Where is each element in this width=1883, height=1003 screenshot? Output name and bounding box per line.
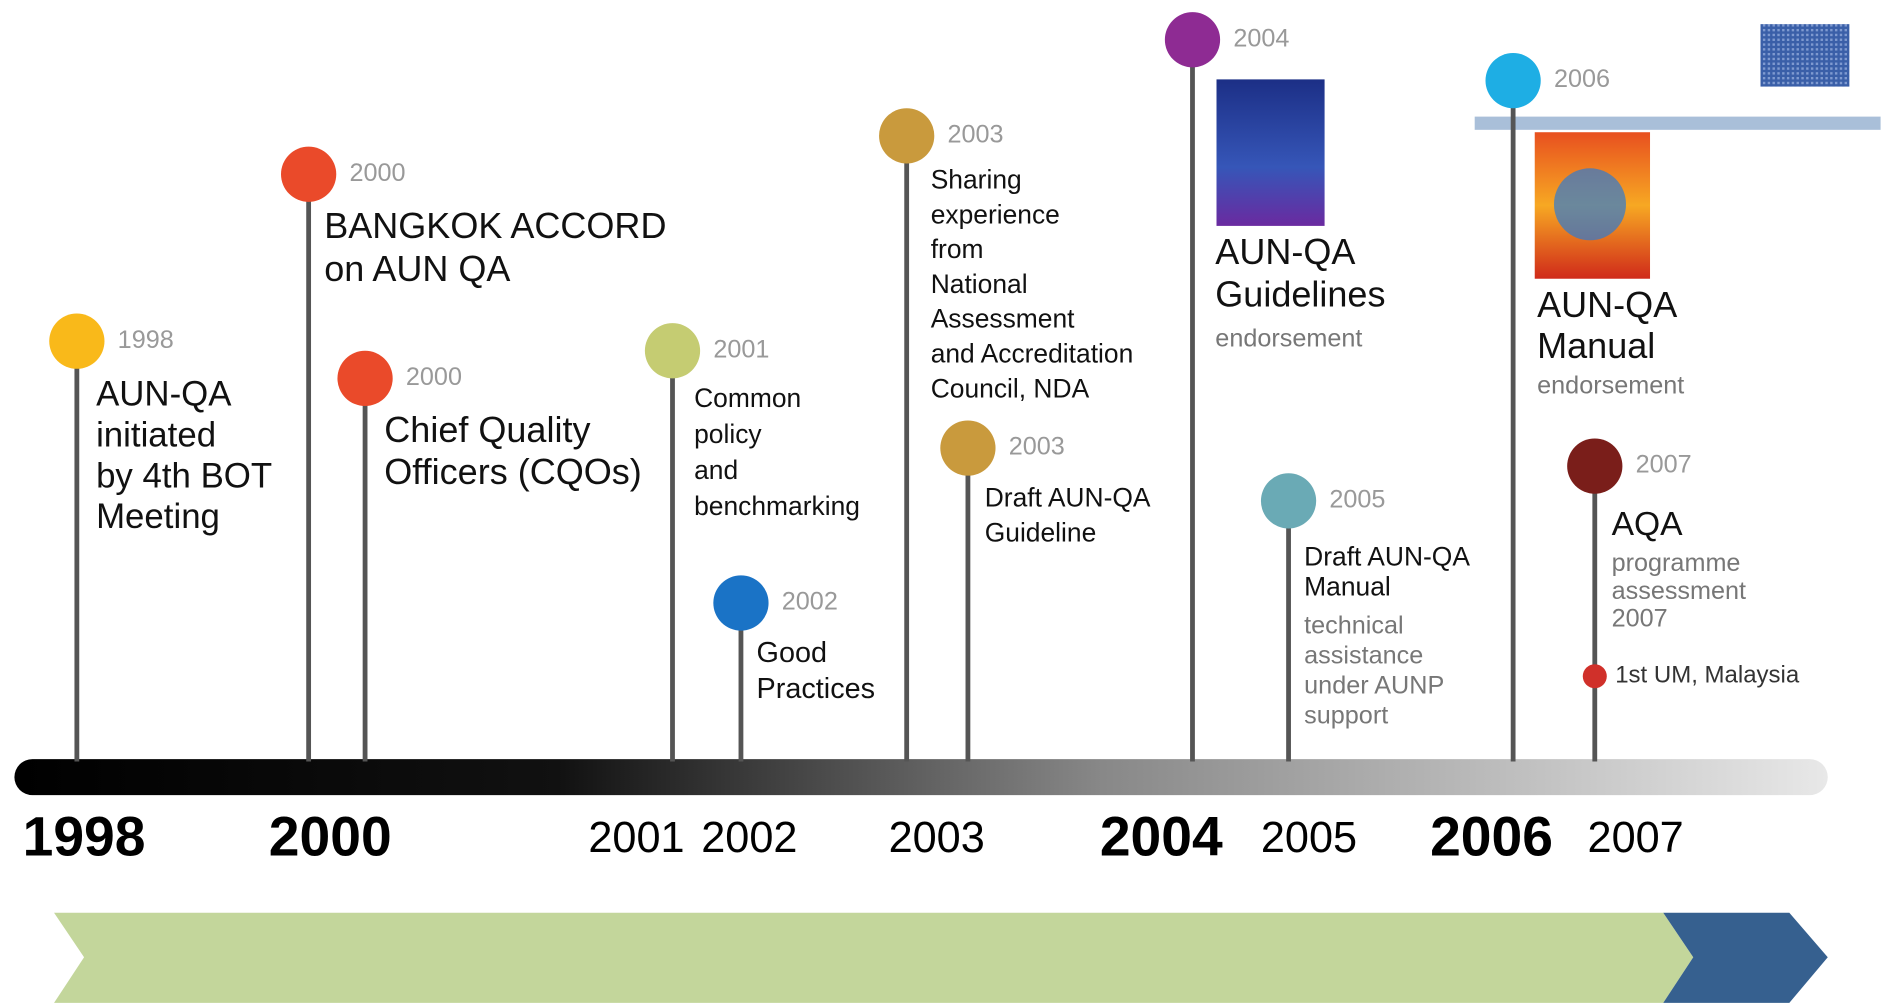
event-year: 2006 <box>1554 65 1610 93</box>
axis-year: 2002 <box>701 814 797 862</box>
event-title: Council, NDA <box>931 373 1090 403</box>
pin-head <box>1165 12 1220 67</box>
event-title: Guidelines <box>1215 273 1385 314</box>
event-title: policy <box>694 419 762 449</box>
event-note: technical <box>1304 612 1403 640</box>
pin-head <box>1261 473 1316 528</box>
decor-bar <box>1475 117 1881 130</box>
event-title: AUN-QA <box>1215 231 1355 272</box>
event-title: Draft AUN-QA <box>985 483 1151 513</box>
axis-year: 2004 <box>1100 805 1223 867</box>
event-title: benchmarking <box>694 491 860 521</box>
event-title: on AUN QA <box>324 248 510 289</box>
event-year: 2000 <box>406 363 462 391</box>
event-title: and <box>694 455 738 485</box>
event-title: Chief Quality <box>384 409 590 450</box>
event-title: AUN-QA <box>1537 284 1677 325</box>
event-year: 1998 <box>118 326 174 354</box>
axis-year: 2001 <box>588 814 684 862</box>
cover-globe <box>1554 168 1626 240</box>
event-note: assistance <box>1304 642 1423 670</box>
event-note: programme <box>1612 549 1741 577</box>
pin-head <box>1486 53 1541 108</box>
axis-year: 2005 <box>1261 814 1357 862</box>
event-note: support <box>1304 702 1388 730</box>
event-title: Assessment <box>931 304 1075 334</box>
page: 1998AUN-QAinitiatedby 4th BOTMeeting2000… <box>0 0 1883 1003</box>
sub-event-dot <box>1583 664 1607 688</box>
axis-year: 2006 <box>1430 805 1553 867</box>
axis-bar <box>14 759 1827 795</box>
event-year: 2000 <box>349 159 405 187</box>
pin-head <box>645 323 700 378</box>
arrow-band <box>54 913 1693 1003</box>
decor-square <box>1761 24 1850 86</box>
event-note: endorsement <box>1537 371 1684 399</box>
pin-head <box>879 108 934 163</box>
pin-head <box>940 420 995 475</box>
pin-head <box>713 575 768 630</box>
event-title: Meeting <box>96 497 220 536</box>
guidelines-cover <box>1217 79 1325 226</box>
pin-head <box>1567 438 1622 493</box>
pin-head <box>337 351 392 406</box>
sub-event: 1st UM, Malaysia <box>1615 662 1800 689</box>
axis-year: 2003 <box>889 814 985 862</box>
event-title: experience <box>931 199 1060 229</box>
event-title: Draft AUN-QA <box>1304 542 1470 572</box>
event-title: AQA <box>1612 506 1684 543</box>
event-title: Practices <box>757 673 876 705</box>
event-year: 2003 <box>1009 433 1065 461</box>
event-title: Guideline <box>985 517 1097 547</box>
event-title: Officers (CQOs) <box>384 451 641 492</box>
axis-year: 2000 <box>269 805 392 867</box>
event-title: Sharing <box>931 164 1022 194</box>
timeline: 1998AUN-QAinitiatedby 4th BOTMeeting2000… <box>0 0 1883 1003</box>
event-title: AUN-QA <box>96 375 232 414</box>
event-year: 2004 <box>1233 24 1289 52</box>
event-note: endorsement <box>1215 325 1362 353</box>
event-year: 2007 <box>1636 451 1692 479</box>
event-title: Manual <box>1537 325 1655 366</box>
event-title: from <box>931 234 984 264</box>
event-title: BANGKOK ACCORD <box>324 205 666 246</box>
event-title: Common <box>694 383 801 413</box>
axis-year: 1998 <box>23 805 146 867</box>
event-note: assessment <box>1612 577 1746 605</box>
event-title: initiated <box>96 415 216 454</box>
axis-year: 2007 <box>1588 814 1684 862</box>
event-year: 2001 <box>713 335 769 363</box>
pin-head <box>281 147 336 202</box>
event-title: National <box>931 269 1028 299</box>
event-year: 2005 <box>1329 486 1385 514</box>
event-year: 2002 <box>782 588 838 616</box>
event-title: by 4th BOT <box>96 456 272 495</box>
event-title: Manual <box>1304 572 1391 602</box>
pin-head <box>49 314 104 369</box>
event-year: 2003 <box>948 120 1004 148</box>
event-title: and Accreditation <box>931 339 1134 369</box>
event-note: under AUNP <box>1304 672 1444 700</box>
event-title: Good <box>757 637 827 669</box>
event-note: 2007 <box>1612 604 1668 632</box>
